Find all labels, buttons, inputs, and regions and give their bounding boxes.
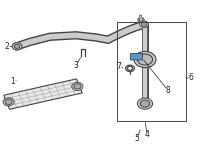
Circle shape: [138, 17, 144, 22]
Circle shape: [137, 54, 153, 65]
Text: 8: 8: [166, 86, 170, 95]
Circle shape: [74, 84, 81, 89]
Text: 7: 7: [117, 62, 121, 71]
Circle shape: [3, 98, 14, 106]
Circle shape: [139, 19, 143, 21]
Circle shape: [14, 44, 20, 48]
Text: 1: 1: [11, 77, 15, 86]
Bar: [117, 22, 186, 121]
Text: 4: 4: [145, 130, 149, 139]
Circle shape: [140, 100, 150, 107]
Text: 6: 6: [189, 73, 193, 82]
Text: 5: 5: [135, 134, 139, 143]
Circle shape: [12, 43, 22, 50]
Bar: [4, 79, 82, 109]
Circle shape: [141, 22, 147, 26]
Text: 3: 3: [74, 61, 78, 70]
Circle shape: [72, 82, 83, 90]
Circle shape: [140, 21, 148, 27]
Circle shape: [5, 99, 12, 105]
Text: 2: 2: [5, 42, 9, 51]
Circle shape: [137, 98, 153, 109]
FancyBboxPatch shape: [130, 54, 143, 60]
Circle shape: [134, 51, 156, 68]
